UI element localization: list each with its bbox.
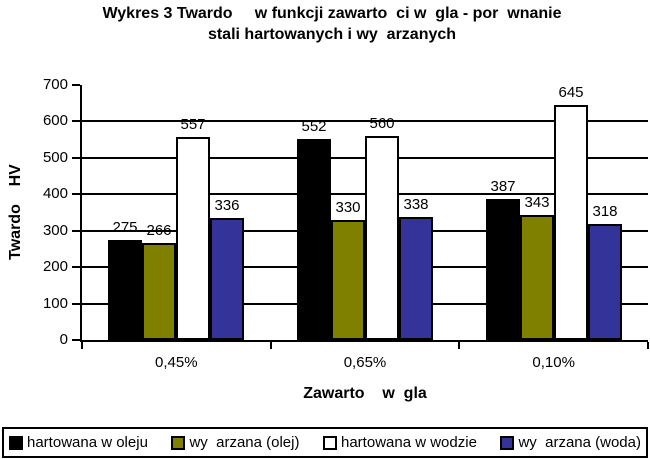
legend: hartowana w oleju wy arzana (olej) hartowa… [2, 427, 648, 458]
bar-value-label: 387 [490, 178, 516, 195]
legend-swatch-icon [9, 435, 23, 450]
x-tick-mark [458, 342, 460, 349]
bar [520, 215, 554, 340]
legend-item: wy arzana (woda) [500, 434, 641, 451]
gridline [82, 120, 648, 123]
category-label: 0,45% [155, 354, 198, 371]
y-tick-label: 700 [42, 76, 68, 93]
bar [108, 240, 142, 340]
bar-value-label: 343 [524, 194, 550, 211]
y-tick-mark [72, 339, 80, 341]
x-tick-mark [81, 342, 83, 349]
y-tick-label: 200 [42, 258, 68, 276]
category-label: 0,10% [532, 354, 575, 371]
bar-value-label: 338 [403, 196, 429, 213]
x-tick-mark [270, 342, 272, 349]
chart-title-line-1: Wykres 3 Twardo w funkcji zawarto ci w g… [102, 5, 562, 22]
legend-item-label: wy arzana (olej) [189, 434, 300, 451]
chart-title-line-2: stali hartowanych i wy arzanych [207, 26, 457, 43]
bar-value-label: 266 [146, 222, 172, 239]
bar-value-label: 275 [112, 219, 138, 236]
x-axis-line [80, 340, 648, 342]
y-tick-label: 600 [42, 112, 68, 130]
y-tick-label: 400 [42, 185, 68, 203]
y-tick-mark [72, 156, 80, 159]
legend-item: hartowana w wodzie [323, 434, 477, 451]
bar [142, 243, 176, 340]
category-label: 0,65% [343, 354, 387, 371]
y-tick-label: 100 [42, 294, 68, 312]
bar [588, 224, 622, 340]
legend-item-label: wy arzana (woda) [518, 434, 641, 451]
y-tick-mark [72, 302, 80, 305]
bar-value-label: 552 [301, 118, 327, 135]
bar-value-label: 318 [592, 203, 618, 220]
y-axis-line [80, 85, 82, 342]
bar-value-label: 330 [335, 199, 361, 216]
y-tick-label: 300 [42, 221, 68, 239]
bar [365, 136, 399, 340]
bar-value-label: 560 [369, 115, 395, 132]
y-tick-mark [72, 229, 80, 232]
bar [554, 105, 588, 340]
bar-value-label: 336 [214, 197, 240, 214]
legend-swatch-icon [323, 435, 337, 450]
bar [176, 137, 210, 340]
y-tick-mark [72, 120, 80, 123]
x-tick-mark [647, 342, 649, 349]
bar [210, 218, 244, 340]
y-tick-mark [72, 84, 80, 86]
bar [297, 139, 331, 340]
bar-value-label: 557 [180, 116, 206, 133]
legend-item-label: hartowana w oleju [27, 434, 148, 451]
y-tick-mark [72, 193, 80, 196]
legend-item: hartowana w oleju [9, 434, 148, 451]
y-tick-mark [72, 266, 80, 269]
legend-item: wy arzana (olej) [171, 434, 299, 451]
x-axis-title: Zawarto w gla [303, 385, 427, 402]
y-tick-label: 500 [42, 148, 68, 166]
legend-swatch-icon [171, 435, 186, 450]
legend-swatch-icon [500, 435, 515, 450]
chart-title: Wykres 3 Twardo w funkcji zawarto ci w g… [14, 3, 650, 45]
bar-value-label: 645 [558, 84, 584, 101]
bar [399, 217, 433, 340]
bar [486, 199, 520, 340]
y-tick-label: 0 [59, 331, 68, 348]
legend-item-label: hartowana w wodzie [341, 434, 477, 451]
bar [331, 220, 365, 340]
plot-area: 275 266 557 336 552 330 560 338 387 343 645 318 [82, 84, 648, 340]
